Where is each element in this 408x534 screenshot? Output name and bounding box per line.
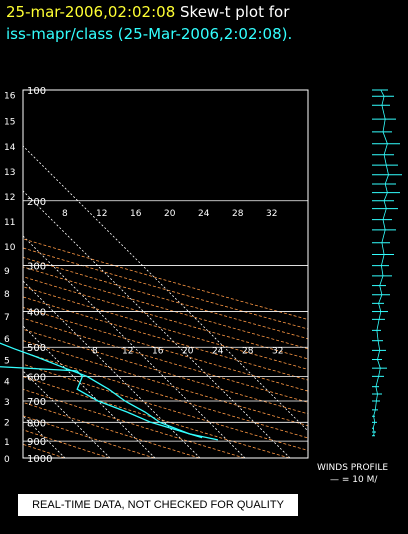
- wind-speed-trace: [372, 89, 389, 436]
- dry-adiabat: [23, 401, 200, 458]
- pressure-tick-label: 700: [27, 397, 46, 408]
- mixing-ratio-label: 24: [198, 209, 210, 219]
- pressure-tick-label: 900: [27, 437, 46, 448]
- pressure-tick-label: 100: [27, 86, 46, 97]
- km-tick-label: 16: [4, 92, 16, 102]
- km-tick-label: 7: [4, 313, 10, 323]
- moist-adiabat-label: 32: [272, 346, 283, 356]
- moist-adiabat-label: 20: [182, 346, 194, 356]
- isotherm: [23, 145, 308, 432]
- isotherm: [23, 190, 291, 458]
- mixing-ratio-label: 8: [62, 209, 68, 219]
- km-tick-label: 6: [4, 335, 10, 345]
- km-tick-label: 5: [4, 357, 10, 367]
- background-lines: [0, 145, 308, 458]
- chart-subtitle: iss-mapr/class (25-Mar-2006,2:02:08).: [6, 25, 293, 43]
- km-tick-label: 9: [4, 267, 10, 277]
- dry-adiabat: [23, 328, 308, 415]
- dry-adiabat: [23, 351, 308, 439]
- km-tick-label: 8: [4, 290, 10, 300]
- sounding-traces: [0, 342, 219, 441]
- km-tick-label: 3: [4, 398, 10, 408]
- km-tick-label: 12: [4, 193, 15, 203]
- mixing-ratio-label: 28: [232, 209, 244, 219]
- isotherm: [23, 370, 111, 458]
- moist-adiabat-label: 24: [212, 346, 224, 356]
- dewpoint-line: [0, 366, 203, 439]
- winds-profile-scale: — = 10 M/: [330, 475, 378, 485]
- dry-adiabat: [23, 363, 308, 451]
- temperature-line: [0, 342, 219, 441]
- mixing-ratio-label: 20: [164, 209, 176, 219]
- moist-adiabat-label: 28: [242, 346, 254, 356]
- pressure-grid: [22, 89, 309, 459]
- km-tick-label: 2: [4, 418, 10, 428]
- pressure-tick-label: 500: [27, 343, 46, 354]
- moist-adiabat-label: 16: [152, 346, 164, 356]
- dry-adiabat: [23, 296, 308, 381]
- quality-banner: REAL-TIME DATA, NOT CHECKED FOR QUALITY: [18, 494, 298, 516]
- km-tick-label: 15: [4, 117, 15, 127]
- km-tick-label: 11: [4, 218, 15, 228]
- mixing-ratio-line: [0, 341, 20, 458]
- title-timestamp: 25-mar-2006,02:02:08: [6, 3, 176, 21]
- winds-profile-label: WINDS PROFILE: [317, 463, 388, 473]
- dry-adiabat: [23, 415, 155, 458]
- km-tick-label: 14: [4, 143, 16, 153]
- km-tick-label: 13: [4, 168, 15, 178]
- pressure-tick-label: 600: [27, 372, 46, 383]
- pressure-tick-label: 200: [27, 197, 46, 208]
- pressure-tick-label: 800: [27, 418, 46, 429]
- title-text: Skew-t plot for: [180, 3, 290, 21]
- mixing-ratio-label: 12: [96, 209, 107, 219]
- pressure-tick-label: 1000: [27, 454, 52, 465]
- km-tick-label: 4: [4, 378, 10, 388]
- dry-adiabat: [23, 376, 290, 458]
- pressure-tick-label: 300: [27, 262, 46, 273]
- mixing-ratio-label: 32: [266, 209, 277, 219]
- km-tick-label: 0: [4, 455, 10, 465]
- chart-labels: 1000900800700600500400300200100012345678…: [4, 86, 388, 485]
- dry-adiabat: [23, 429, 110, 458]
- pressure-tick-label: 400: [27, 308, 46, 319]
- wind-profile: [372, 89, 402, 437]
- moist-adiabat-label: 12: [122, 346, 133, 356]
- isotherm: [23, 235, 246, 458]
- chart-title: 25-mar-2006,02:02:08 Skew-t plot for: [6, 3, 289, 21]
- mixing-ratio-label: 16: [130, 209, 142, 219]
- km-tick-label: 10: [4, 243, 16, 253]
- km-tick-label: 1: [4, 438, 10, 448]
- moist-adiabat-label: 8: [92, 346, 98, 356]
